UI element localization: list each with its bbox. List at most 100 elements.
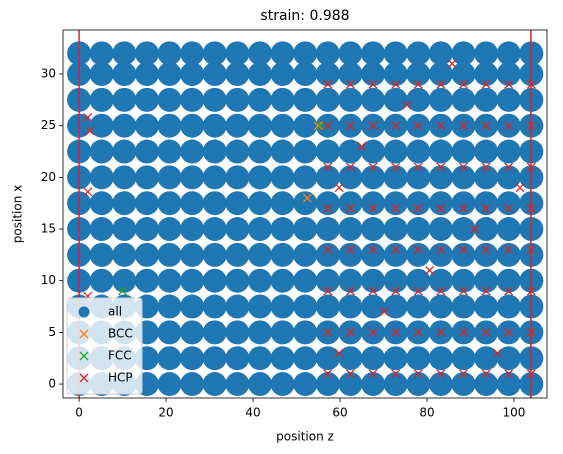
- point: [406, 62, 431, 87]
- point: [315, 346, 340, 371]
- point: [496, 165, 521, 190]
- point: [504, 121, 514, 131]
- point: [225, 320, 250, 345]
- point: [383, 346, 408, 371]
- point: [89, 139, 114, 164]
- point: [474, 294, 499, 319]
- point: [361, 165, 386, 190]
- point: [270, 320, 295, 345]
- point: [368, 203, 378, 213]
- point: [334, 348, 344, 358]
- point: [428, 372, 453, 397]
- point: [402, 100, 412, 110]
- point: [428, 165, 453, 190]
- point: [225, 268, 250, 293]
- point: [202, 113, 227, 138]
- point: [270, 165, 295, 190]
- point: [425, 265, 435, 275]
- point: [247, 346, 272, 371]
- point: [315, 139, 340, 164]
- point: [134, 217, 159, 242]
- point: [383, 165, 408, 190]
- point: [315, 191, 340, 216]
- point: [338, 217, 363, 242]
- point: [361, 346, 386, 371]
- point: [383, 191, 408, 216]
- legend-label: FCC: [108, 349, 132, 363]
- point: [428, 242, 453, 267]
- point: [334, 183, 344, 193]
- x-tick-label: 0: [75, 406, 83, 420]
- legend-label: all: [108, 305, 122, 319]
- point: [391, 245, 401, 255]
- point: [112, 242, 137, 267]
- point: [202, 139, 227, 164]
- point: [474, 268, 499, 293]
- point: [413, 286, 423, 296]
- legend-marker: [79, 373, 89, 383]
- point: [451, 346, 476, 371]
- point: [391, 162, 401, 172]
- point: [202, 268, 227, 293]
- point: [323, 245, 333, 255]
- point: [180, 139, 205, 164]
- point: [447, 59, 457, 69]
- point: [474, 62, 499, 87]
- point: [247, 294, 272, 319]
- point: [436, 162, 446, 172]
- point: [225, 346, 250, 371]
- point: [202, 217, 227, 242]
- point: [368, 245, 378, 255]
- y-tick-label: 0: [48, 377, 56, 391]
- point: [361, 41, 386, 66]
- point: [474, 372, 499, 397]
- point: [428, 268, 453, 293]
- axes-frame: [62, 29, 548, 399]
- point: [413, 369, 423, 379]
- point: [180, 346, 205, 371]
- point: [202, 346, 227, 371]
- point: [315, 41, 340, 66]
- point: [202, 165, 227, 190]
- point: [406, 139, 431, 164]
- point: [338, 62, 363, 87]
- legend-entry: HCP: [79, 371, 133, 385]
- point: [436, 245, 446, 255]
- point: [83, 187, 93, 197]
- point: [345, 286, 355, 296]
- y-tick-label: 30: [41, 67, 56, 81]
- point: [481, 162, 491, 172]
- point: [436, 369, 446, 379]
- point: [361, 217, 386, 242]
- point: [481, 121, 491, 131]
- point: [315, 268, 340, 293]
- point: [180, 294, 205, 319]
- point: [345, 245, 355, 255]
- point: [112, 62, 137, 87]
- point: [361, 87, 386, 112]
- point: [428, 217, 453, 242]
- point: [428, 294, 453, 319]
- point: [436, 121, 446, 131]
- point: [89, 87, 114, 112]
- point: [180, 217, 205, 242]
- point: [270, 191, 295, 216]
- point: [361, 294, 386, 319]
- point: [293, 62, 318, 87]
- point: [451, 62, 476, 87]
- y-tick-label: 10: [41, 273, 56, 287]
- point: [451, 268, 476, 293]
- y-axis-label: position x: [11, 185, 25, 243]
- point: [338, 139, 363, 164]
- point: [413, 121, 423, 131]
- point: [345, 121, 355, 131]
- point: [515, 183, 525, 193]
- point: [413, 203, 423, 213]
- point: [496, 372, 521, 397]
- point: [459, 245, 468, 255]
- point: [247, 217, 272, 242]
- point: [459, 162, 468, 172]
- point: [368, 79, 378, 89]
- point: [504, 79, 514, 89]
- point: [293, 191, 318, 216]
